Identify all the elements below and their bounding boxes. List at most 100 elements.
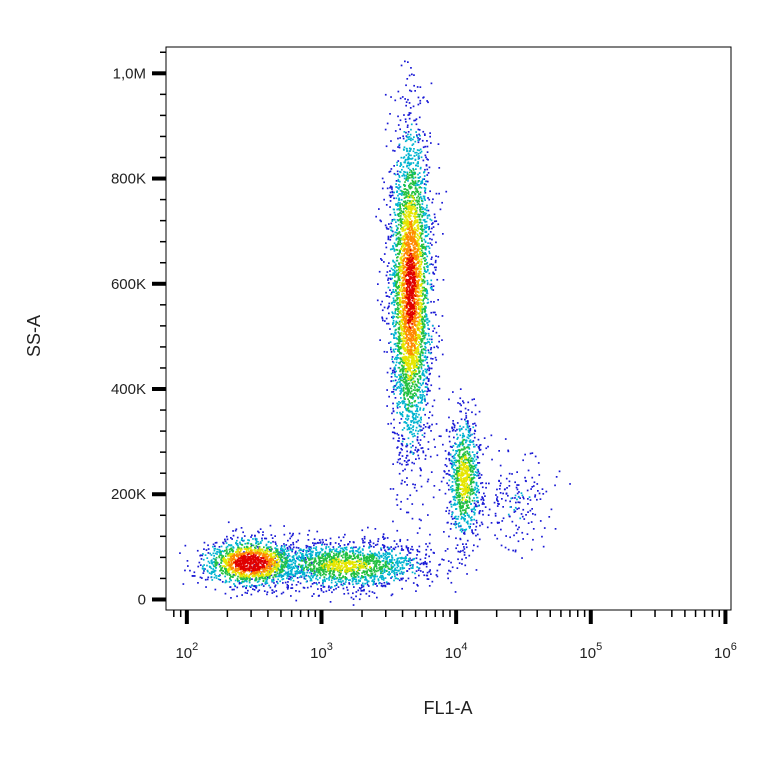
data-point (413, 84, 415, 87)
data-point (404, 421, 406, 423)
data-point (380, 565, 383, 568)
data-point (468, 448, 471, 450)
data-point (399, 540, 401, 543)
data-point (400, 387, 403, 390)
data-point (456, 446, 459, 448)
data-point (255, 587, 258, 589)
data-point (454, 469, 457, 471)
data-point (392, 402, 394, 405)
data-point (425, 226, 428, 229)
data-point (394, 213, 397, 216)
data-point (468, 430, 471, 432)
data-point (417, 162, 419, 165)
data-point (325, 590, 328, 593)
data-point (424, 399, 426, 401)
data-point (421, 363, 423, 366)
data-point (393, 218, 396, 221)
data-point (381, 316, 383, 319)
data-point (340, 583, 343, 586)
data-point (427, 233, 430, 236)
data-point (312, 576, 314, 579)
data-point (328, 556, 330, 558)
data-point (382, 584, 385, 587)
data-point (374, 544, 377, 546)
data-point (396, 203, 399, 205)
data-point (411, 571, 414, 574)
data-point (216, 562, 219, 564)
data-point (243, 535, 246, 537)
data-point (450, 561, 452, 564)
data-point (238, 582, 241, 584)
data-point (463, 513, 465, 516)
data-point (421, 228, 424, 231)
data-point (427, 158, 429, 161)
data-point (425, 565, 428, 568)
data-point (373, 571, 376, 573)
data-point (381, 544, 384, 546)
data-point (410, 163, 412, 165)
data-point (524, 476, 526, 479)
data-point (406, 385, 409, 387)
data-point (280, 545, 283, 547)
data-point (358, 587, 361, 589)
data-point (209, 566, 211, 568)
data-point (244, 591, 247, 594)
data-point (424, 311, 426, 313)
data-point (442, 476, 445, 479)
data-point (365, 556, 368, 559)
data-point (460, 418, 463, 421)
data-point (226, 572, 229, 574)
data-point (468, 435, 470, 437)
data-point (390, 96, 392, 98)
data-point (395, 323, 397, 326)
data-point (410, 446, 413, 449)
data-point (206, 569, 209, 572)
data-point (281, 561, 284, 563)
data-point (229, 575, 232, 578)
data-point (280, 548, 282, 550)
data-point (328, 570, 331, 572)
data-point (275, 550, 278, 553)
data-point (466, 452, 469, 454)
data-point (443, 531, 445, 533)
data-point (398, 454, 401, 456)
data-point (421, 321, 424, 324)
data-point (421, 329, 424, 332)
data-point (401, 377, 404, 379)
data-point (461, 444, 464, 447)
data-point (338, 569, 341, 572)
data-point (438, 387, 441, 390)
data-point (423, 330, 425, 332)
data-point (389, 236, 392, 238)
data-point (407, 191, 410, 194)
data-point (391, 576, 393, 578)
data-point (287, 585, 289, 587)
data-point (406, 554, 409, 556)
data-point (543, 527, 546, 529)
data-point (312, 568, 315, 570)
data-point (409, 451, 412, 454)
data-point (456, 433, 458, 436)
data-point (410, 137, 412, 140)
data-point (455, 537, 457, 540)
data-point (265, 537, 268, 540)
data-point (416, 554, 418, 556)
data-point (399, 572, 402, 575)
data-point (400, 352, 403, 355)
data-point (306, 571, 308, 574)
data-point (359, 593, 362, 596)
data-point (488, 482, 490, 485)
data-point (418, 356, 420, 358)
data-point (281, 553, 284, 555)
data-point (402, 135, 404, 138)
data-point (408, 162, 411, 165)
data-point (399, 347, 402, 350)
data-point (206, 557, 209, 559)
data-point (534, 455, 537, 458)
data-point (428, 250, 430, 253)
data-point (205, 586, 207, 588)
data-point (539, 520, 542, 522)
data-point (442, 233, 444, 235)
data-point (360, 590, 363, 592)
data-point (507, 450, 510, 453)
